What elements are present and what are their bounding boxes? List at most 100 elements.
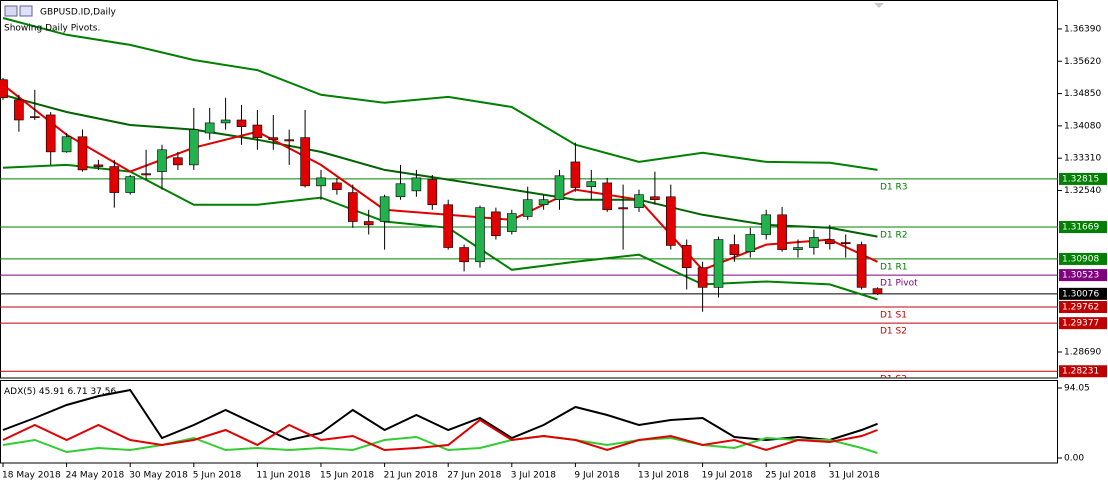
candle-body: [236, 119, 247, 127]
indicator-line: [2, 434, 878, 454]
candle-body: [332, 182, 342, 190]
indicator-name: ADX(5): [4, 387, 36, 397]
chart-subtitle: Showing Daily Pivots.: [4, 24, 100, 34]
candle-body: [634, 194, 644, 208]
x-tick-label: 9 Jul 2018: [574, 471, 619, 481]
candle-body: [491, 211, 501, 237]
candle-body: [506, 213, 517, 232]
candle-body: [77, 136, 88, 171]
pivot-price-label: 1.31669: [1062, 223, 1099, 233]
y-tick-label: 1.36390: [1064, 24, 1101, 34]
pivot-label: D1 R3: [880, 182, 908, 192]
y-tick-label: 1.28690: [1064, 347, 1101, 357]
price-plot: D1 R3 D1 R2 D1 R1 D1 Pivot D1 S1 D1 S2 D1 S3: [0, 17, 1058, 385]
candle-body: [586, 181, 597, 187]
candle-body: [650, 196, 660, 200]
pivot-label: D1 S1: [880, 311, 907, 321]
pivot-price-box: [1059, 301, 1107, 314]
candle-body: [665, 196, 676, 246]
current-price-box: [1059, 287, 1107, 300]
pivot-label: D1 Pivot: [880, 279, 918, 289]
pivot-price-label: 1.29377: [1062, 319, 1099, 329]
pivot-price-box: [1059, 365, 1107, 378]
indicator-plot: [2, 388, 878, 454]
overlay-line: [2, 17, 878, 171]
pivot-price-label: 1.28231: [1062, 367, 1099, 377]
pivot-label: D1 R2: [880, 231, 908, 241]
candle-body: [427, 179, 438, 206]
x-tick-label: 31 Jul 2018: [829, 471, 880, 481]
y-tick-label: 1.35620: [1064, 57, 1101, 67]
current-price-label: 1.30076: [1062, 289, 1099, 299]
pivot-price-box: [1059, 317, 1107, 330]
x-tick-label: 27 Jun 2018: [447, 471, 501, 481]
window-icon: [4, 5, 18, 17]
pivot-price-label: 1.32815: [1062, 174, 1099, 184]
candle-body: [761, 214, 772, 235]
x-tick-label: 5 Jun 2018: [193, 471, 242, 481]
candle-body: [45, 114, 56, 153]
candle-body: [316, 177, 326, 187]
pivot-label: D1 S3: [880, 375, 907, 385]
candle-body: [713, 239, 724, 288]
window-icon: [19, 5, 33, 17]
candle-body: [300, 137, 310, 187]
candle-body: [538, 199, 549, 206]
indicator-y-tick-label: 0.00: [1064, 454, 1084, 464]
candle-body: [840, 242, 851, 245]
candle-body: [681, 245, 692, 268]
candle-body: [443, 204, 454, 248]
pivot-label: D1 S2: [880, 327, 907, 337]
y-tick-label: 1.34850: [1064, 89, 1101, 99]
indicator-line: [2, 388, 878, 442]
candle-body: [268, 137, 279, 141]
x-tick-label: 21 Jun 2018: [384, 471, 438, 481]
candle-body: [793, 247, 803, 250]
x-tick-label: 19 Jul 2018: [702, 471, 753, 481]
candle-body: [61, 136, 72, 153]
chart-legend: GBPUSD.ID,Daily Showing Daily Pivots. AD…: [4, 5, 117, 397]
candle-body: [93, 164, 104, 167]
candle-body: [809, 237, 819, 248]
candle-body: [602, 182, 613, 211]
indicator-title: ADX(5) 45.91 6.71 37.56: [4, 387, 116, 397]
candle-body: [109, 166, 120, 193]
candle-body: [125, 176, 135, 193]
y-tick-label: 1.32540: [1064, 186, 1101, 196]
indicator-reading: 45.91: [39, 387, 65, 397]
indicator-y-tick-label: 94.05: [1064, 384, 1090, 394]
candle-body: [284, 139, 295, 142]
overlay-line: [2, 93, 878, 238]
x-tick-label: 24 May 2018: [66, 471, 125, 481]
candle-body: [522, 199, 533, 217]
pivot-price-label: 1.29762: [1062, 303, 1099, 313]
candle-body: [872, 288, 883, 294]
candle-body: [379, 196, 390, 222]
candle-body: [173, 157, 183, 166]
candle-body: [618, 207, 628, 210]
candle-body: [0, 79, 8, 99]
axes: 1.36390 1.35620 1.34850 1.34080 1.33310 1.325…: [2, 24, 1107, 481]
x-tick-label: 3 Jul 2018: [511, 471, 556, 481]
candle-body: [459, 247, 469, 263]
pivot-price-box: [1059, 252, 1107, 265]
candle-body: [204, 122, 215, 134]
candle-body: [554, 175, 565, 200]
candle-body: [697, 267, 708, 288]
x-tick-label: 30 May 2018: [129, 471, 188, 481]
candle-body: [220, 119, 231, 124]
pivot-price-box: [1059, 269, 1107, 282]
pivot-price-box: [1059, 221, 1107, 234]
pivot-price-label: 1.30908: [1062, 254, 1099, 264]
chart-title: GBPUSD.ID,Daily: [40, 8, 117, 18]
candle-body: [157, 149, 167, 172]
candle-body: [729, 244, 740, 255]
pivot-price-box: [1059, 172, 1107, 185]
candle-body: [475, 207, 485, 263]
candle-body: [14, 99, 24, 121]
indicator-frame: [0, 380, 1058, 464]
indicator-reading: 6.71: [68, 387, 88, 397]
candle-body: [824, 239, 835, 245]
candle-body: [570, 161, 581, 188]
x-tick-label: 15 Jun 2018: [320, 471, 374, 481]
